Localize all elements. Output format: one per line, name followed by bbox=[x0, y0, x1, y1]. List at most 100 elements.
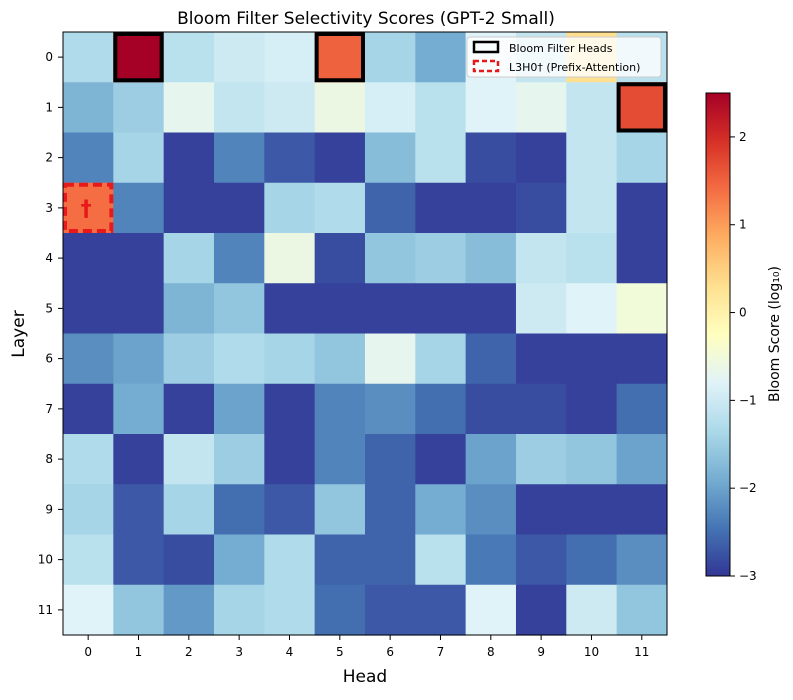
heatmap-cell-L3-H3 bbox=[213, 182, 265, 234]
heatmap-cell-L0-H0 bbox=[63, 32, 114, 83]
heatmap-cell-L10-H10 bbox=[566, 534, 618, 586]
heatmap-cell-L5-H9 bbox=[515, 283, 567, 335]
heatmap-cell-L2-H6 bbox=[364, 132, 416, 184]
colorbar-tick-label-0: 2 bbox=[739, 130, 747, 144]
heatmap-cell-L9-H8 bbox=[465, 484, 517, 536]
x-tick-label-5: 5 bbox=[336, 645, 344, 659]
heatmap-cell-L7-H7 bbox=[415, 383, 467, 435]
x-tick-label-0: 0 bbox=[84, 645, 92, 659]
heatmap-cell-L8-H4 bbox=[264, 434, 316, 485]
heatmap-cell-L8-H7 bbox=[415, 434, 467, 485]
heatmap-cell-L2-H9 bbox=[515, 132, 567, 184]
heatmap-cell-L3-H1 bbox=[113, 182, 165, 234]
heatmap-cell-L1-H2 bbox=[163, 82, 215, 134]
heatmap-cell-L3-H6 bbox=[364, 182, 416, 234]
heatmap-cell-L1-H1 bbox=[113, 82, 165, 134]
heatmap-cell-L10-H4 bbox=[264, 534, 316, 586]
heatmap-cell-L11-H1 bbox=[113, 584, 165, 636]
heatmap-cell-L9-H6 bbox=[364, 484, 416, 536]
y-tick-label-11: 11 bbox=[38, 603, 53, 617]
colorbar-tick-label-1: 1 bbox=[739, 218, 747, 232]
legend: Bloom Filter Heads L3H0† (Prefix-Attenti… bbox=[466, 36, 662, 78]
y-tick-label-1: 1 bbox=[45, 100, 53, 114]
heatmap-cell-L1-H6 bbox=[364, 82, 416, 134]
heatmap-cell-L10-H5 bbox=[314, 534, 366, 586]
heatmap-cell-L2-H1 bbox=[113, 132, 165, 184]
heatmap-cell-L1-H7 bbox=[415, 82, 467, 134]
x-tick-label-7: 7 bbox=[437, 645, 445, 659]
heatmap-cell-L5-H1 bbox=[113, 283, 165, 335]
bloom-head-box-L1-H11 bbox=[616, 82, 667, 133]
heatmap-cell-L7-H4 bbox=[264, 383, 316, 435]
heatmap-cell-L0-H6 bbox=[364, 32, 416, 83]
colorbar-tick-label-4: −2 bbox=[739, 481, 757, 495]
chart-title: Bloom Filter Selectivity Scores (GPT-2 S… bbox=[177, 9, 555, 29]
y-tick-label-0: 0 bbox=[45, 50, 53, 64]
heatmap-cell-L7-H5 bbox=[314, 383, 366, 435]
heatmap-cell-L5-H0 bbox=[63, 283, 114, 335]
y-tick-label-4: 4 bbox=[45, 251, 53, 265]
heatmap-cell-L7-H8 bbox=[465, 383, 517, 435]
x-axis-ticks: 0 1 2 3 4 5 6 7 8 9 10 11 bbox=[84, 635, 649, 659]
heatmap-cell-L1-H4 bbox=[264, 82, 316, 134]
highlight-boxes bbox=[63, 32, 667, 233]
heatmap-cell-L5-H5 bbox=[314, 283, 366, 335]
heatmap-cell-L1-H11 bbox=[616, 82, 668, 134]
y-tick-label-5: 5 bbox=[45, 301, 53, 315]
heatmap-cell-L1-H5 bbox=[314, 82, 366, 134]
bloom-head-box-L0-H1 bbox=[113, 32, 164, 83]
heatmap-cell-L8-H2 bbox=[163, 434, 215, 485]
heatmap-cell-L9-H11 bbox=[616, 484, 668, 536]
heatmap-cell-L4-H3 bbox=[213, 233, 265, 284]
y-tick-label-3: 3 bbox=[45, 201, 53, 215]
heatmap-cell-L4-H9 bbox=[515, 233, 567, 284]
heatmap-cell-L3-H7 bbox=[415, 182, 467, 234]
x-tick-label-4: 4 bbox=[286, 645, 294, 659]
heatmap-cell-L2-H3 bbox=[213, 132, 265, 184]
x-tick-label-1: 1 bbox=[135, 645, 143, 659]
y-tick-label-10: 10 bbox=[38, 553, 53, 567]
y-tick-label-9: 9 bbox=[45, 502, 53, 516]
heatmap-cell-L0-H4 bbox=[264, 32, 316, 83]
heatmap-cell-L2-H11 bbox=[616, 132, 668, 184]
heatmap-cell-L0-H1 bbox=[113, 32, 165, 83]
heatmap-cell-L11-H3 bbox=[213, 584, 265, 636]
heatmap-cell-L9-H10 bbox=[566, 484, 618, 536]
heatmap-cell-L9-H9 bbox=[515, 484, 567, 536]
heatmap-cell-L0-H7 bbox=[415, 32, 467, 83]
heatmap-cell-L10-H11 bbox=[616, 534, 668, 586]
heatmap-cell-L6-H9 bbox=[515, 333, 567, 385]
heatmap-cell-L11-H4 bbox=[264, 584, 316, 636]
heatmap-cell-L9-H2 bbox=[163, 484, 215, 536]
heatmap-cell-L4-H1 bbox=[113, 233, 165, 284]
heatmap-cell-L5-H6 bbox=[364, 283, 416, 335]
heatmap-cell-L4-H2 bbox=[163, 233, 215, 284]
x-tick-label-8: 8 bbox=[487, 645, 495, 659]
heatmap-cell-L1-H9 bbox=[515, 82, 567, 134]
heatmap-cell-L9-H3 bbox=[213, 484, 265, 536]
heatmap-cell-L2-H4 bbox=[264, 132, 316, 184]
heatmap-cell-L9-H5 bbox=[314, 484, 366, 536]
heatmap-cell-L8-H10 bbox=[566, 434, 618, 485]
x-tick-label-11: 11 bbox=[634, 645, 649, 659]
heatmap-cell-L6-H2 bbox=[163, 333, 215, 385]
heatmap-cell-L10-H2 bbox=[163, 534, 215, 586]
x-axis-label: Head bbox=[343, 667, 387, 687]
heatmap-cell-L10-H6 bbox=[364, 534, 416, 586]
y-tick-label-8: 8 bbox=[45, 452, 53, 466]
cell-marker: † bbox=[81, 197, 92, 222]
heatmap-cell-L7-H0 bbox=[63, 383, 114, 435]
heatmap-cell-L0-H5 bbox=[314, 32, 366, 83]
heatmap-cell-L8-H5 bbox=[314, 434, 366, 485]
heatmap-cell-L9-H0 bbox=[63, 484, 114, 536]
heatmap-cell-L4-H0 bbox=[63, 233, 114, 284]
heatmap-cell-L3-H11 bbox=[616, 182, 668, 234]
heatmap-cell-L6-H11 bbox=[616, 333, 668, 385]
heatmap-cell-L2-H5 bbox=[314, 132, 366, 184]
y-tick-label-7: 7 bbox=[45, 402, 53, 416]
heatmap-cell-L5-H3 bbox=[213, 283, 265, 335]
heatmap-cell-L11-H8 bbox=[465, 584, 517, 636]
heatmap-cell-L1-H3 bbox=[213, 82, 265, 134]
bloom-head-box-L0-H5 bbox=[314, 32, 365, 83]
